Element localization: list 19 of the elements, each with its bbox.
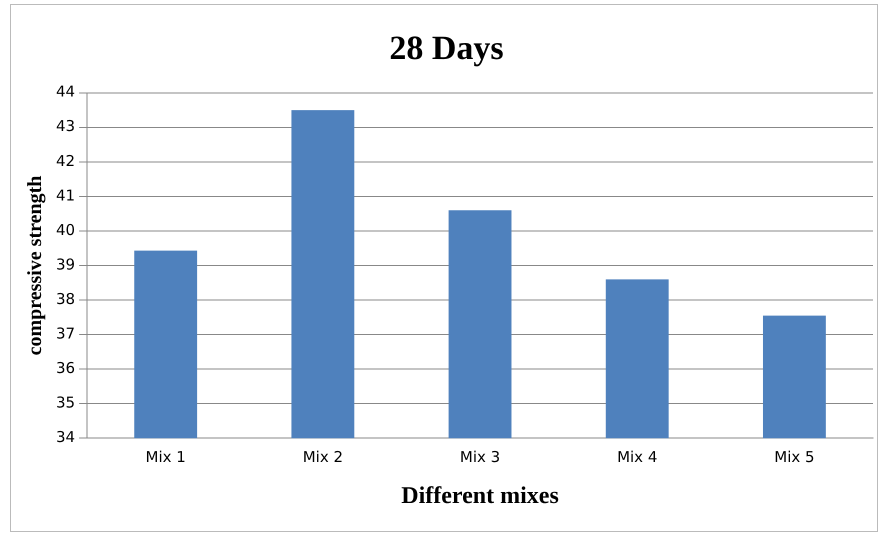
y-axis-title: compressive strength [24,176,46,356]
y-tick-label: 35 [56,394,76,412]
x-tick-label: Mix 3 [460,448,500,466]
y-tick-label: 37 [56,324,76,342]
x-tick-label: Mix 1 [146,448,186,466]
y-tick-label: 34 [56,428,76,446]
y-tick-label: 41 [56,186,76,204]
y-tick-label: 43 [56,117,76,136]
y-tick-label: 42 [56,152,76,170]
y-tick-label: 40 [56,220,76,239]
y-tick-label: 39 [56,255,76,274]
chart-title: 28 Days [389,30,504,68]
y-tick-label: 44 [56,82,76,101]
y-tick-label: 38 [56,290,76,308]
x-tick-label: Mix 2 [302,448,344,466]
y-tick-label: 36 [56,359,76,378]
x-tick-label: Mix 5 [774,448,815,466]
x-axis-title: Different mixes [401,482,559,509]
x-tick-label: Mix 4 [617,448,658,466]
